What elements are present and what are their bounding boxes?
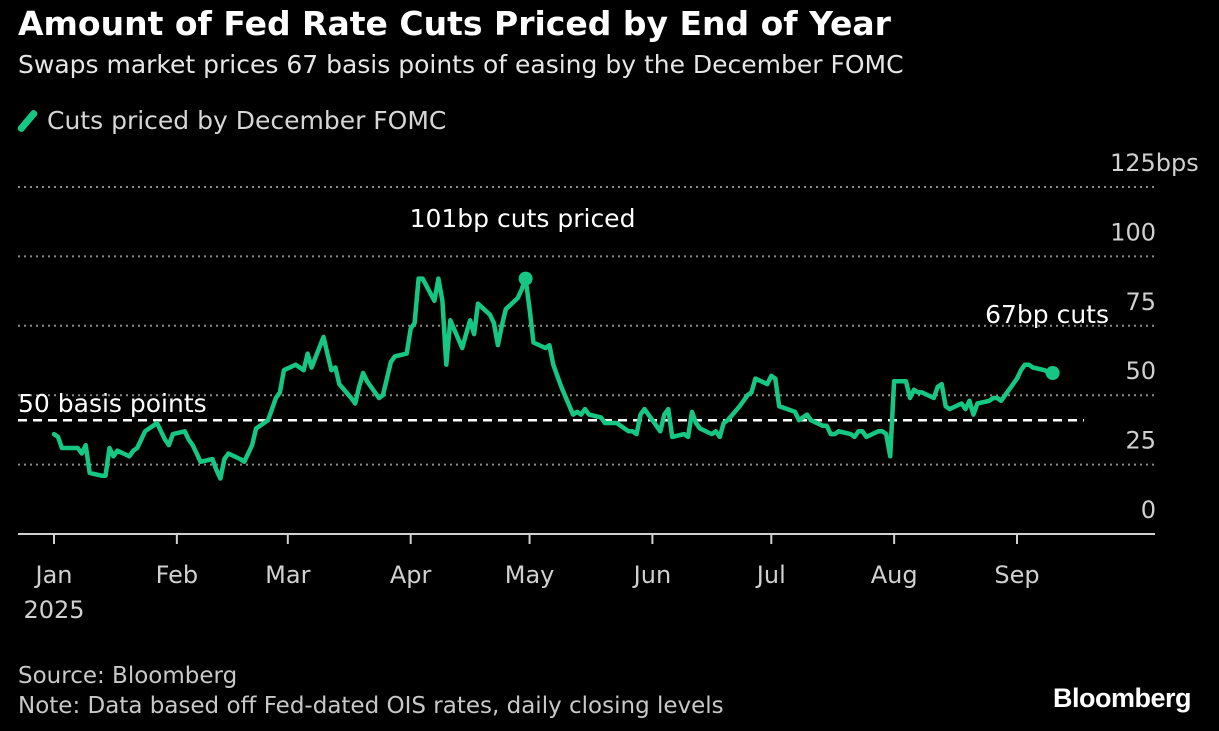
source-note: Source: Bloomberg (18, 663, 238, 689)
x-tick-label: Jan (34, 561, 73, 589)
x-tick-label: Mar (265, 561, 310, 589)
y-tick-label: 50 (1125, 357, 1156, 385)
legend-label: Cuts priced by December FOMC (47, 106, 447, 135)
x-tick-label: Sep (994, 561, 1039, 589)
x-year-label: 2025 (23, 596, 84, 624)
x-tick-label: Aug (871, 561, 918, 589)
bloomberg-logo: Bloomberg (1052, 683, 1192, 713)
x-tick-label: Jul (755, 561, 786, 589)
y-tick-label: 25 (1125, 427, 1156, 455)
reference-line-label: 50 basis points (18, 389, 207, 418)
chart-title: Amount of Fed Rate Cuts Priced by End of… (18, 4, 891, 43)
y-tick-label: 100 (1110, 218, 1156, 246)
data-note: Note: Data based off Fed-dated OIS rates… (18, 693, 724, 719)
series-line-cuts-priced (51, 276, 1055, 481)
x-tick-label: May (505, 561, 555, 589)
y-tick-label: 75 (1125, 288, 1156, 316)
x-tick-label: Apr (390, 561, 432, 589)
annotation-marker-peak (518, 271, 533, 286)
annotation-label-peak: 101bp cuts priced (410, 204, 636, 233)
x-tick-label: Jun (632, 561, 672, 589)
y-tick-label: 0 (1141, 496, 1156, 524)
legend: Cuts priced by December FOMC (16, 106, 447, 135)
x-tick-label: Feb (156, 561, 199, 589)
annotation-label-latest: 67bp cuts (985, 300, 1109, 329)
y-tick-label: 125bps (1110, 149, 1199, 177)
chart-subtitle: Swaps market prices 67 basis points of e… (18, 50, 904, 79)
footer: Source: Bloomberg Note: Data based off F… (18, 661, 724, 721)
annotation-marker-latest (1045, 366, 1060, 381)
